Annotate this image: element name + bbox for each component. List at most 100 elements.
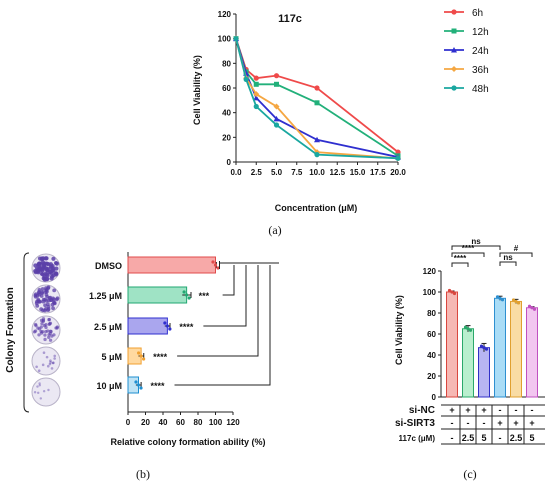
bracket-2 xyxy=(203,265,247,327)
colony-dish-4 xyxy=(31,377,61,407)
colony-spot xyxy=(44,272,49,277)
data-point-48h xyxy=(253,103,259,110)
replicate-point xyxy=(447,288,452,293)
data-point-12h xyxy=(314,100,320,106)
colony-spot xyxy=(49,359,52,363)
colony-spot xyxy=(44,266,49,271)
colony-spot xyxy=(33,329,38,333)
replicate-point xyxy=(495,295,500,299)
colony-spot xyxy=(41,363,45,367)
colony-spot xyxy=(36,261,42,266)
chart-b-xlabel: Relative colony formation ability (%) xyxy=(110,437,265,447)
data-point-12h xyxy=(274,81,279,87)
colony-spot xyxy=(53,357,56,360)
legend-marker xyxy=(451,47,457,53)
replicate-point xyxy=(530,306,534,310)
colony-spot xyxy=(54,266,59,271)
colony-spot xyxy=(49,361,52,364)
replicate-point xyxy=(527,304,532,308)
replicate-point xyxy=(187,296,191,300)
legend-label: 48h xyxy=(472,84,489,95)
chart-b-axes: 0 20 40 60 80 100 120 xyxy=(126,252,240,427)
colony-spot xyxy=(39,325,43,329)
significance-label: ns xyxy=(503,253,513,262)
replicate-point xyxy=(211,260,215,264)
colony-spot xyxy=(38,382,41,385)
data-point-48h xyxy=(233,36,239,42)
colony-spot xyxy=(35,365,38,369)
colony-spot xyxy=(40,287,45,291)
x-tick-label: 40 xyxy=(159,418,168,427)
y-tick-label: 60 xyxy=(222,84,231,93)
data-point-24h xyxy=(314,136,320,143)
colony-spot xyxy=(36,266,41,272)
x-tick-label: 7.5 xyxy=(291,168,303,177)
legend-marker xyxy=(451,28,457,34)
colony-spot xyxy=(45,355,49,359)
table-cell: - xyxy=(483,418,486,428)
table-cell: + xyxy=(513,418,518,428)
x-tick-label: 0.0 xyxy=(230,168,242,177)
colony-spot xyxy=(45,261,50,266)
colony-spot xyxy=(41,263,46,268)
x-tick-label: 17.5 xyxy=(370,168,386,177)
colony-spot xyxy=(49,329,53,334)
replicate-point xyxy=(516,301,521,305)
x-tick-label: 120 xyxy=(226,418,240,427)
series-line-6h xyxy=(235,38,399,153)
colony-spot xyxy=(50,367,54,370)
colony-spot xyxy=(37,287,42,292)
significance-label: *** xyxy=(199,291,210,301)
colony-spot xyxy=(36,385,39,388)
significance-label: **** xyxy=(179,322,194,332)
colony-spot xyxy=(51,306,55,311)
colony-spot xyxy=(48,362,52,366)
colony-formation-label: Colony Formation xyxy=(5,287,16,373)
colony-spot xyxy=(47,335,51,340)
data-point-48h xyxy=(314,152,320,158)
chart-a-axes: 0 20 40 60 80 100 120 0.0 2.5 5.0 7.5 10.0 12.5 15.0 1… xyxy=(218,10,407,177)
colony-spot xyxy=(38,384,42,387)
colony-spot xyxy=(47,333,51,337)
panel-label-c: (c) xyxy=(463,467,476,481)
colony-spot xyxy=(40,268,45,273)
y-tick-label: 80 xyxy=(427,309,436,318)
replicate-point xyxy=(137,351,141,355)
colony-spot xyxy=(33,263,38,268)
chart-b-brackets xyxy=(174,261,279,386)
colony-spot xyxy=(48,338,53,342)
legend-marker xyxy=(451,66,457,72)
replicate-point xyxy=(514,299,518,304)
replicate-point xyxy=(163,321,167,325)
colony-spot xyxy=(52,288,57,293)
colony-spot xyxy=(34,299,39,304)
colony-spot xyxy=(44,329,48,334)
colony-spot xyxy=(44,292,49,297)
replicate-point xyxy=(532,307,537,311)
replicate-point xyxy=(136,383,141,387)
colony-spot xyxy=(40,291,45,296)
y-tick-label: 120 xyxy=(423,267,437,276)
colony-spot xyxy=(47,298,51,303)
colony-spot xyxy=(52,301,57,306)
data-point-6h xyxy=(273,73,280,79)
y-tick-label: 60 xyxy=(427,330,436,339)
panel-label-b: (b) xyxy=(136,467,150,481)
table-cell: - xyxy=(531,405,534,415)
panel-label-a: (a) xyxy=(268,223,281,237)
colony-spot xyxy=(53,354,57,358)
x-tick-label: 60 xyxy=(176,418,185,427)
chart-c-axes: 0 20 40 60 80 100 120 xyxy=(423,267,545,402)
x-tick-label: 15.0 xyxy=(350,168,366,177)
colony-spot xyxy=(51,256,56,261)
x-tick-label: 2.5 xyxy=(251,168,263,177)
y-tick-label: 40 xyxy=(222,109,231,118)
chart-c-condition-table: si-NC + + + - - -si-SIRT3- - - + + +117c (μM) -2.5 5-… xyxy=(395,404,545,445)
colony-spot xyxy=(41,317,46,321)
colony-spot xyxy=(44,325,48,330)
data-point-48h xyxy=(243,76,249,82)
y-tick-label: 80 xyxy=(222,59,231,68)
colony-spot xyxy=(51,361,55,365)
y-tick-label: 100 xyxy=(423,288,437,297)
